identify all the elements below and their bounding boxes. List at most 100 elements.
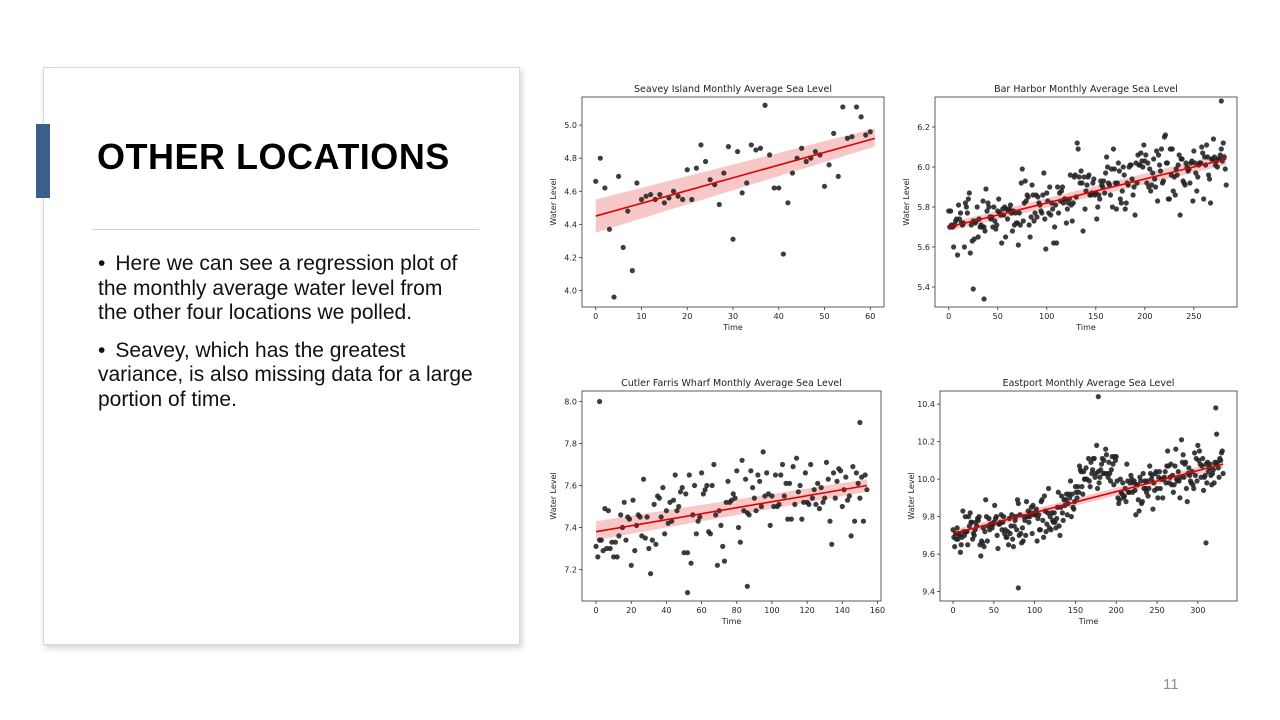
data-point [1147, 166, 1153, 172]
data-point [1157, 168, 1164, 174]
data-point [1067, 478, 1074, 484]
data-point [1067, 495, 1073, 501]
data-point [595, 554, 601, 560]
data-point [1082, 206, 1088, 212]
data-point [793, 455, 800, 461]
data-point [1036, 512, 1042, 518]
data-point [649, 537, 655, 543]
data-point [1009, 228, 1016, 234]
data-point [702, 487, 708, 493]
data-point [721, 170, 727, 176]
y-tick-label: 4.8 [564, 154, 577, 163]
data-point [707, 177, 713, 183]
data-point [1162, 469, 1168, 475]
data-point [1098, 467, 1104, 473]
data-point [737, 539, 743, 545]
data-point [830, 470, 837, 476]
data-point [748, 142, 754, 148]
x-tick-label: 250 [1186, 312, 1201, 321]
data-point [670, 188, 677, 194]
data-point [771, 185, 777, 191]
data-point [1169, 146, 1175, 152]
data-point [1033, 506, 1039, 512]
data-point [952, 544, 958, 550]
data-point [1170, 489, 1176, 495]
x-axis-label: Time [1075, 323, 1096, 332]
x-tick-label: 0 [593, 312, 598, 321]
data-point [1015, 242, 1021, 248]
data-point [1201, 196, 1207, 202]
data-point [1050, 206, 1056, 212]
data-point [1058, 188, 1065, 194]
data-point [950, 527, 956, 533]
y-tick-label: 7.2 [564, 566, 577, 575]
data-point [1096, 192, 1102, 198]
data-point [1060, 200, 1067, 206]
data-point [1068, 514, 1074, 520]
data-point [1178, 437, 1185, 443]
data-point [779, 461, 786, 468]
data-point [1156, 162, 1163, 168]
data-point [1192, 472, 1198, 478]
data-point [995, 545, 1001, 552]
data-point [1199, 144, 1205, 150]
data-point [764, 470, 770, 476]
data-point [1120, 164, 1126, 170]
data-point [790, 464, 796, 470]
data-point [1059, 510, 1065, 516]
data-point [632, 548, 638, 554]
data-point [597, 155, 603, 161]
data-point [616, 533, 622, 539]
data-point [730, 491, 736, 497]
data-point [862, 472, 868, 478]
y-tick-label: 6.0 [917, 163, 930, 172]
data-point [653, 541, 659, 547]
data-point [1205, 172, 1212, 178]
data-point [1218, 457, 1224, 463]
data-point [1179, 156, 1185, 162]
x-tick-label: 20 [626, 606, 636, 615]
x-tick-label: 40 [661, 606, 671, 615]
y-tick-label: 9.4 [922, 588, 935, 597]
data-point [981, 544, 987, 550]
data-point [1153, 184, 1159, 190]
data-point [1191, 450, 1198, 456]
data-point [1140, 164, 1146, 170]
data-point [720, 543, 726, 549]
data-point [808, 461, 814, 468]
data-point [1069, 218, 1075, 224]
data-point [1014, 527, 1020, 533]
data-point [1054, 515, 1060, 522]
data-point [1145, 493, 1151, 499]
data-point [628, 562, 634, 568]
data-point [1102, 190, 1108, 196]
data-point [984, 208, 990, 214]
data-point [1022, 178, 1028, 184]
x-tick-label: 0 [946, 312, 951, 321]
data-point [739, 457, 745, 463]
data-point [1172, 192, 1178, 198]
data-point [985, 200, 991, 206]
data-point [1141, 142, 1147, 148]
data-point [614, 554, 620, 560]
data-point [1115, 160, 1121, 166]
data-point [860, 518, 867, 524]
data-point [684, 550, 691, 556]
data-point [1177, 495, 1183, 501]
x-axis-label: Time [721, 617, 742, 626]
data-point [1132, 487, 1138, 493]
data-point [616, 173, 622, 179]
data-point [695, 518, 701, 524]
regression-line [948, 158, 1227, 228]
data-point [683, 491, 689, 497]
x-tick-label: 200 [1109, 606, 1124, 615]
data-point [852, 518, 858, 524]
data-point [1107, 478, 1114, 484]
data-point [1097, 474, 1103, 480]
bullet-text: Here we can see a regression plot of the… [98, 252, 458, 324]
data-point [1171, 482, 1177, 488]
data-point [762, 102, 768, 108]
data-point [982, 228, 988, 234]
data-point [1148, 188, 1154, 194]
x-tick-label: 150 [1088, 312, 1103, 321]
